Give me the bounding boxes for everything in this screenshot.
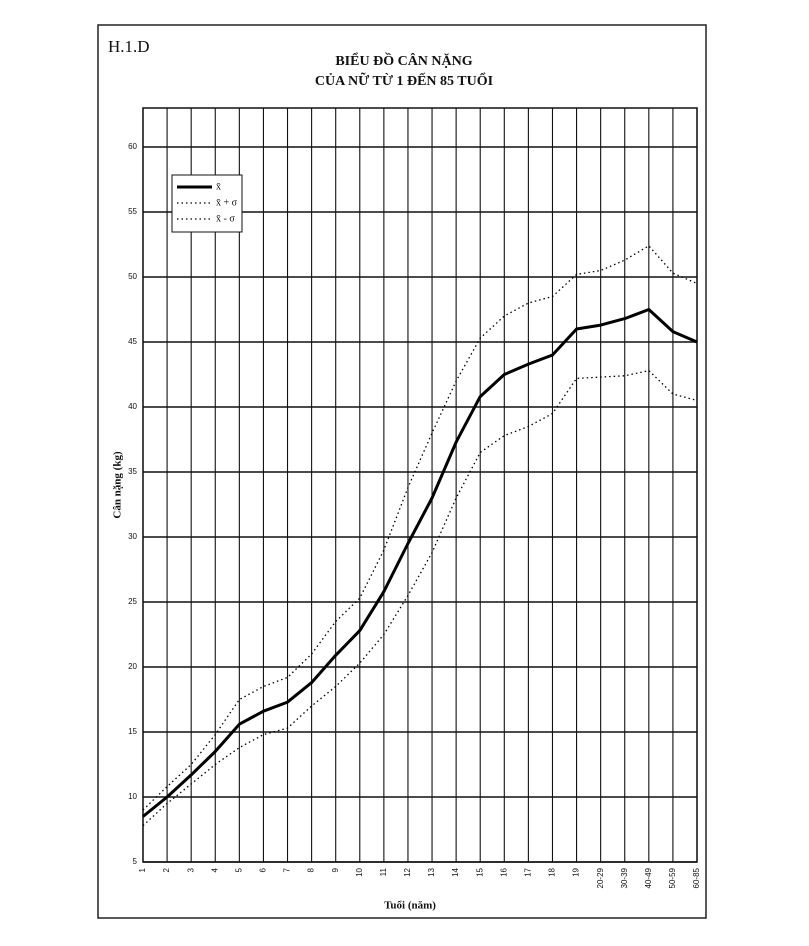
x-tick-label: 18 xyxy=(548,867,557,876)
chart-title: BIỂU ĐỒ CÂN NẶNG xyxy=(335,51,472,69)
y-tick-label: 60 xyxy=(128,142,137,151)
figure-label: H.1.D xyxy=(108,37,150,56)
x-tick-label: 9 xyxy=(331,867,340,872)
x-tick-label: 20-29 xyxy=(596,867,605,888)
data-line xyxy=(142,245,698,811)
y-axis-label: Cân nặng (kg) xyxy=(112,451,124,519)
data-line xyxy=(142,308,698,818)
x-tick-label: 40-49 xyxy=(644,867,653,888)
x-tick-label: 7 xyxy=(283,867,292,872)
x-tick-label: 5 xyxy=(234,867,243,872)
x-tick-label: 2 xyxy=(162,867,171,872)
frame xyxy=(97,24,707,919)
y-tick-label: 20 xyxy=(128,662,137,671)
x-tick-label: 13 xyxy=(427,867,436,876)
chart-subtitle: CỦA NỮ TỪ 1 ĐẾN 85 TUỔI xyxy=(315,71,493,89)
x-tick-label: 17 xyxy=(524,867,533,876)
y-tick-label: 35 xyxy=(128,467,137,476)
x-tick-label: 4 xyxy=(210,867,219,872)
x-tick-label: 8 xyxy=(307,867,316,872)
x-tick-label: 50-59 xyxy=(668,867,677,888)
y-tick-label: 50 xyxy=(128,272,137,281)
x-tick-label: 1 xyxy=(138,867,147,872)
x-tick-label: 10 xyxy=(355,867,364,876)
x-tick-label: 30-39 xyxy=(620,867,629,888)
y-tick-label: 10 xyxy=(128,792,137,801)
legend-box xyxy=(171,174,243,233)
data-line xyxy=(142,369,698,827)
legend-label: x̄ + σ xyxy=(216,197,238,208)
x-tick-label: 3 xyxy=(186,867,195,872)
legend-label: x̄ xyxy=(216,181,221,192)
x-tick-label: 15 xyxy=(475,867,484,876)
y-tick-label: 30 xyxy=(128,532,137,541)
y-tick-label: 55 xyxy=(128,207,137,216)
x-axis-label: Tuổi (năm) xyxy=(384,900,436,912)
y-tick-label: 45 xyxy=(128,337,137,346)
x-tick-label: 12 xyxy=(403,867,412,876)
x-tick-label: 6 xyxy=(259,867,268,872)
y-tick-label: 15 xyxy=(128,727,137,736)
y-tick-label: 25 xyxy=(128,597,137,606)
x-tick-label: 19 xyxy=(572,867,581,876)
y-tick-label: 40 xyxy=(128,402,137,411)
legend-label: x̄ - σ xyxy=(216,213,235,224)
x-tick-label: 16 xyxy=(499,867,508,876)
x-tick-label: 11 xyxy=(379,867,388,876)
x-tick-label: 14 xyxy=(451,867,460,876)
x-tick-label: 60-85 xyxy=(692,867,701,888)
y-tick-label: 5 xyxy=(133,857,138,866)
